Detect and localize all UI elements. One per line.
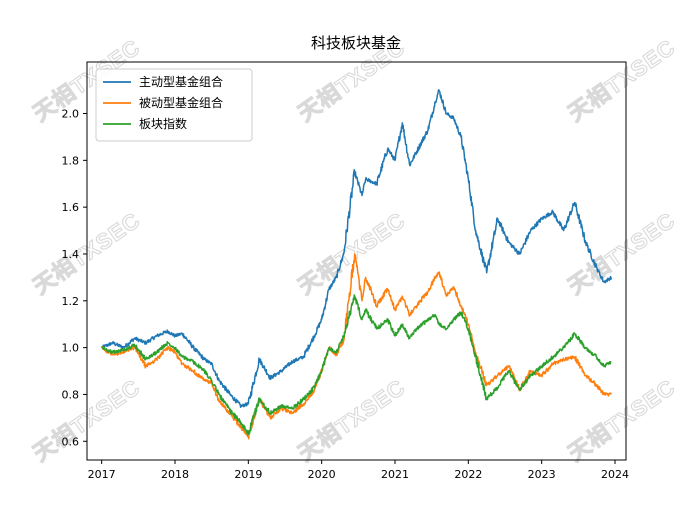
x-tick-label: 2023 [528,468,556,481]
plot-area [101,89,613,440]
series-line [101,89,613,409]
legend-label: 被动型基金组合 [139,95,223,110]
x-axis: 2017 2018 2019 2020 2021 2022 2023 2024 [88,460,629,481]
series-line [101,253,613,440]
plot-frame [86,61,627,461]
y-tick-label: 0.6 [62,435,80,448]
x-tick-label: 2022 [454,468,482,481]
legend-box [95,68,253,142]
series-line [101,294,612,436]
y-tick-label: 1.0 [62,342,80,355]
x-tick-label: 2021 [381,468,409,481]
x-tick-label: 2020 [308,468,336,481]
y-tick-label: 1.2 [62,295,80,308]
x-tick-label: 2017 [88,468,116,481]
x-tick-label: 2019 [234,468,262,481]
x-tick-label: 2024 [601,468,629,481]
watermark: 天相TXSEC [564,34,680,126]
watermark: 天相TXSEC [564,374,680,466]
y-axis: 0.6 0.8 1.0 1.2 1.4 1.6 1.8 2.0 [62,108,87,448]
y-tick-label: 0.8 [62,388,80,401]
legend-label: 主动型基金组合 [139,74,223,89]
legend-label: 板块指数 [139,116,187,131]
y-tick-label: 1.6 [62,201,80,214]
y-tick-label: 1.8 [62,154,80,167]
y-tick-label: 2.0 [62,108,80,121]
x-tick-label: 2018 [161,468,189,481]
y-tick-label: 1.4 [62,248,80,261]
watermark: 天相TXSEC [294,374,410,466]
chart-title: 科技板块基金 [311,34,401,52]
